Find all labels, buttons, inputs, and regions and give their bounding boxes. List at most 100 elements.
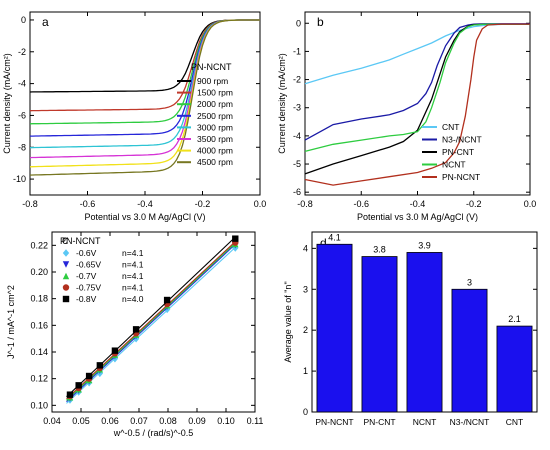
panel-d-category-label: N3-/NCNT (450, 417, 490, 427)
panel-d-ytick-label: 3 (303, 284, 308, 294)
panel-a-legend-label: 4000 rpm (197, 146, 233, 156)
panel-c-fit-line (66, 240, 237, 400)
panel-b-ytick-label: 0 (296, 18, 301, 28)
panel-c-point (232, 235, 239, 242)
panel-d-bar-value: 3.9 (418, 240, 431, 250)
panel-d-bar-value: 4.1 (328, 232, 341, 242)
panel-a-series-line (29, 19, 260, 176)
panel-c-xtick-label: 0.04 (43, 416, 61, 426)
panel-c-legend-n: n=4.1 (122, 260, 144, 270)
panel-b-ytick-label: -3 (293, 103, 301, 113)
panel-b-ytick-label: -2 (293, 75, 301, 85)
panel-b-xtick-label: -0.2 (466, 199, 482, 209)
panel-c-xlabel: w^-0.5 / (rad/s)^-0.5 (113, 428, 193, 438)
panel-a-ytick-label: -10 (13, 174, 26, 184)
panel-c-ylabel: J^-1 / mA^-1 cm^2 (6, 285, 16, 359)
panel-c-point (62, 261, 70, 268)
panel-a-legend-label: 2500 rpm (197, 111, 233, 121)
panel-c-point (96, 362, 104, 369)
panel-a-letter: a (42, 15, 49, 29)
panel-c-ytick-label: 0.10 (30, 400, 48, 410)
panel-a-xtick-label: -0.8 (22, 199, 38, 209)
panel-c-xtick-label: 0.09 (188, 416, 206, 426)
panel-a-ylabel: Current density (mA/cm²) (2, 53, 12, 154)
panel-c-legend-n: n=4.1 (122, 283, 144, 293)
panel-a-ytick-label: -2 (18, 47, 26, 57)
panel-b-series-line (304, 23, 530, 175)
panel-d-category-label: PN-CNT (363, 417, 395, 427)
panel-c-legend-label: -0.75V (76, 283, 101, 293)
panel-c-point (163, 296, 171, 304)
panel-b-xtick-label: -0.8 (297, 199, 313, 209)
panel-d-bar-value: 3 (467, 277, 472, 287)
panel-c-legend-label: -0.7V (76, 271, 97, 281)
panel-c-fit-line (66, 243, 237, 403)
panel-c-letter: c (62, 233, 68, 247)
panel-a-legend-label: 2000 rpm (197, 99, 233, 109)
panel-a-legend-title: PN-NCNT (191, 62, 232, 72)
panel-c-fit-line (66, 246, 237, 404)
panel-c-frame (51, 231, 256, 413)
panel-b-xtick-label: -0.6 (353, 199, 369, 209)
panel-a-legend-label: 3000 rpm (197, 122, 233, 132)
panel-c-ytick-label: 0.12 (30, 374, 48, 384)
panel-b-xtick-label: -0.4 (410, 199, 426, 209)
panel-b-ytick-label: -1 (293, 46, 301, 56)
panel-c-point (75, 382, 82, 389)
panel-c-legend-title: PN-NCNT (60, 236, 101, 246)
panel-c-legend-n: n=4.1 (122, 248, 144, 258)
panel-a-ytick-label: -6 (18, 110, 26, 120)
panel-c-legend-label: -0.6V (76, 248, 97, 258)
panel-a-legend-label: 3500 rpm (197, 134, 233, 144)
panel-c-xtick-label: 0.06 (101, 416, 119, 426)
panel-d-bar (316, 243, 353, 413)
panel-c-ytick-label: 0.20 (30, 267, 48, 277)
panel-d-bar-value: 2.1 (508, 314, 521, 324)
panel-c-legend-n: n=4.1 (122, 271, 144, 281)
panel-c-fit-line (66, 241, 237, 401)
panel-d-category-label: CNT (506, 417, 523, 427)
panel-c-xtick-label: 0.05 (72, 416, 90, 426)
panel-c-ytick-label: 0.18 (30, 294, 48, 304)
panel-c-point (62, 284, 70, 291)
panel-c-point (62, 272, 70, 280)
panel-a-ytick-label: 0 (21, 15, 26, 25)
panel-c-ytick-label: 0.22 (30, 240, 48, 250)
panel-b-xtick-label: 0.0 (524, 199, 537, 209)
panel-a-legend-label: 4500 rpm (197, 157, 233, 167)
panel-a-ytick-label: -8 (18, 142, 26, 152)
panel-d-ytick-label: 2 (303, 325, 308, 335)
panel-b-series-line (304, 23, 530, 186)
panel-d-bar (451, 288, 488, 413)
panel-c-ytick-label: 0.14 (30, 347, 48, 357)
panel-a-xtick-label: -0.4 (137, 199, 153, 209)
panel-c-legend-label: -0.65V (76, 260, 101, 270)
panel-d-bar (496, 325, 533, 413)
panel-c-legend-label: -0.8V (76, 294, 97, 304)
panel-d-letter: d (320, 236, 327, 250)
panel-b-series-line (304, 23, 530, 85)
panel-a-legend-label: 900 rpm (197, 76, 228, 86)
panel-b-legend-label: NCNT (442, 160, 466, 170)
panel-c-legend-n: n=4.0 (122, 294, 144, 304)
panel-b-ytick-label: -6 (293, 187, 301, 197)
panel-d-bar (406, 252, 443, 413)
panel-b-legend-label: CNT (442, 122, 459, 132)
panel-b-ylabel: Current density (mA/cm²) (277, 53, 287, 154)
panel-c-fit-line (66, 235, 237, 398)
panel-d-bar (361, 256, 398, 413)
panel-c-xtick-label: 0.08 (159, 416, 177, 426)
panel-c-xtick-label: 0.11 (247, 416, 264, 426)
panel-d-ytick-label: 0 (303, 407, 308, 417)
panel-a-legend-label: 1500 rpm (197, 88, 233, 98)
panel-c-ytick-label: 0.16 (30, 320, 48, 330)
panel-d-ytick-label: 1 (303, 366, 308, 376)
panel-b-legend-label: PN-NCNT (442, 172, 480, 182)
panel-c-point (85, 372, 93, 380)
panel-c-point (111, 347, 119, 354)
panel-b-xlabel: Potential vs 3.0 M Ag/AgCl (V) (357, 212, 478, 222)
panel-b-series-line (304, 23, 530, 153)
panel-d-category-label: NCNT (413, 417, 437, 427)
panel-d-bar-value: 3.8 (373, 245, 386, 255)
